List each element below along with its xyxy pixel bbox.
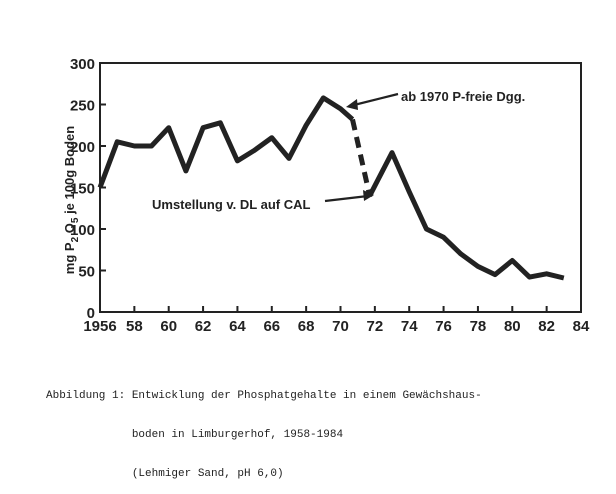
x-tick-label: 1956 [83,318,116,335]
y-tick-label: 300 [70,56,95,73]
x-tick-label: 84 [573,318,590,335]
phosphate-line-chart: 0 50 100 150 200 250 300 1956 58 60 62 64 66 68 70 72 74… [62,56,590,335]
y-tick-label: 50 [78,264,95,281]
x-tick-label: 58 [126,318,143,335]
x-tick-label: 74 [401,318,418,335]
x-tick-label: 68 [298,318,315,335]
x-tick-label: 72 [367,318,384,335]
y-tick-label: 250 [70,98,95,115]
annotation-p-free-arrowhead [346,99,358,110]
y-axis-label: mg P2 O5 je 100g Boden [62,126,81,274]
x-tick-label: 66 [263,318,280,335]
x-tick-label: 64 [229,318,246,335]
y-tick-label: 200 [70,139,95,156]
annotation-p-free-arrow [349,92,399,108]
y-tick-label: 150 [70,181,95,198]
y-tick-label: 0 [87,305,95,322]
caption-line-2: boden in Limburgerhof, 1958-1984 [46,429,344,441]
x-tick-label: 82 [538,318,555,335]
x-tick-label: 70 [332,318,349,335]
x-tick-label: 76 [435,318,452,335]
x-tick-label: 78 [470,318,487,335]
chart-series [97,95,565,281]
caption-line-3: (Lehmiger Sand, pH 6,0) [46,468,284,480]
figure-caption: Abbildung 1: Entwicklung der Phosphatgeh… [46,364,606,494]
annotation-method-change-arrow [324,194,369,203]
y-tick-label: 100 [70,222,95,239]
series-line-solid [97,95,355,189]
chart-ticks: 0 50 100 150 200 250 300 1956 58 60 62 64 66 68 70 72 74… [70,56,590,335]
annotation-p-free-label: ab 1970 P-freie Dgg. [401,89,525,104]
series-line-solid [367,150,565,281]
caption-line-1: Abbildung 1: Entwicklung der Phosphatgeh… [46,390,482,402]
annotation-method-change-label: Umstellung v. DL auf CAL [152,197,310,212]
x-tick-label: 60 [160,318,177,335]
series-line-dashed [350,118,373,197]
annotation-method-change-arrowhead [363,190,374,201]
x-tick-label: 80 [504,318,521,335]
x-tick-label: 62 [195,318,212,335]
